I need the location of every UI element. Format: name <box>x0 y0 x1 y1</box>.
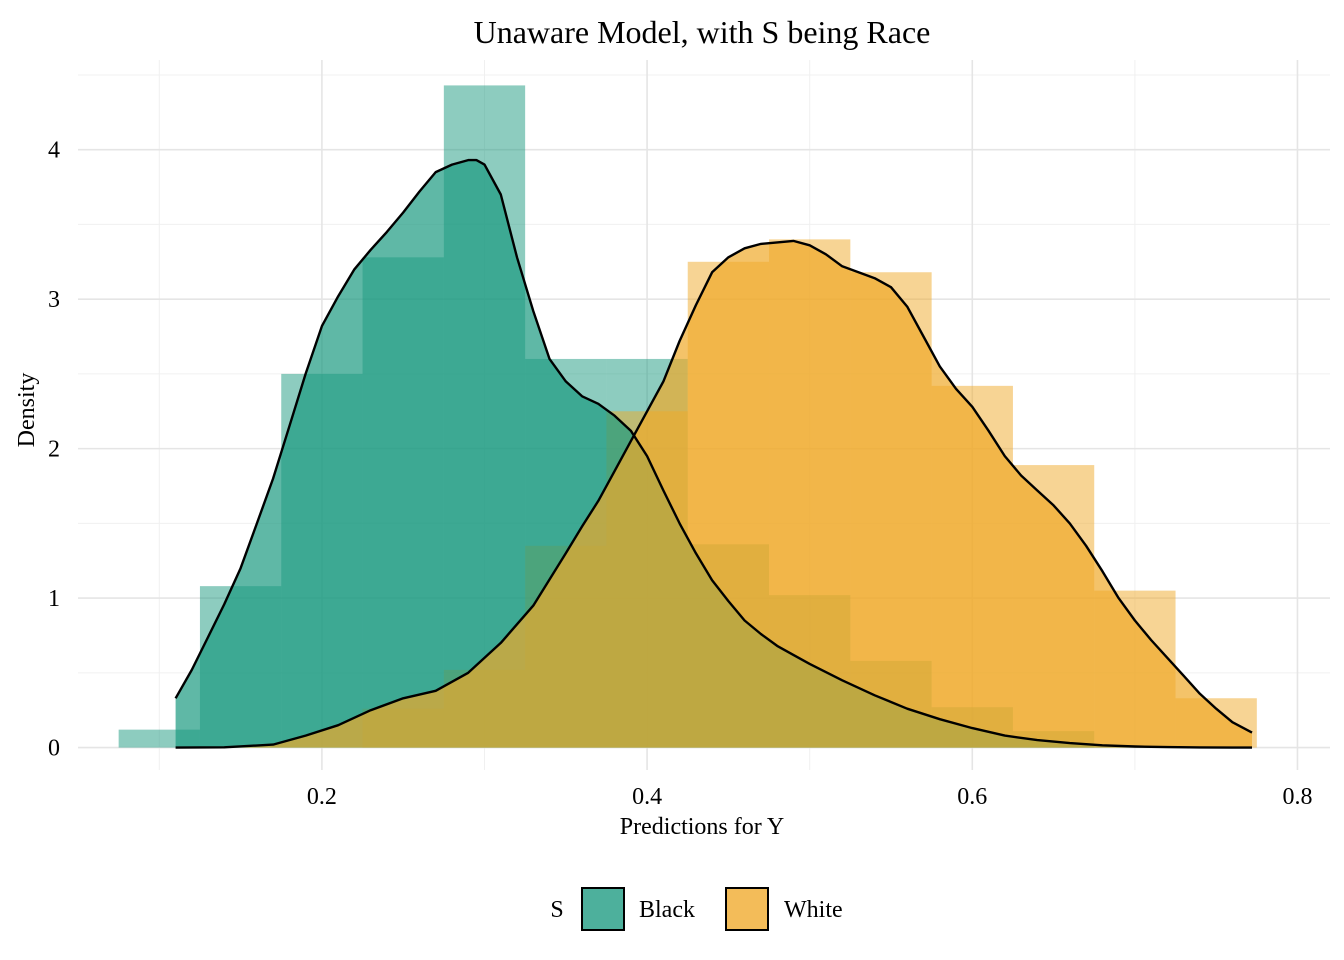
y-tick-label: 4 <box>48 138 60 164</box>
x-tick-label: 0.4 <box>632 784 662 810</box>
y-tick-label: 0 <box>48 736 60 762</box>
x-tick-label: 0.8 <box>1282 784 1312 810</box>
density-line-white <box>175 239 1253 749</box>
x-tick-label: 0.2 <box>307 784 337 810</box>
x-axis-label: Predictions for Y <box>620 814 784 840</box>
legend-swatch-black <box>581 887 625 931</box>
y-tick-label: 1 <box>48 586 60 612</box>
x-tick-label: 0.6 <box>957 784 987 810</box>
chart-title: Unaware Model, with S being Race <box>474 14 931 50</box>
legend-label-black: Black <box>639 897 695 923</box>
y-tick-label: 2 <box>48 437 60 463</box>
density-area-black <box>175 160 1253 748</box>
x-axis-ticks: 0.2 0.4 0.6 0.8 <box>307 784 1313 810</box>
density-area-white <box>175 240 1253 748</box>
legend: S Black White <box>550 887 843 931</box>
y-axis-ticks: 0 1 2 3 4 <box>48 138 60 762</box>
y-tick-label: 3 <box>48 287 60 313</box>
legend-label-white: White <box>784 897 843 923</box>
legend-title: S <box>550 897 563 923</box>
density-layer <box>174 158 1253 749</box>
density-line-black <box>174 158 1252 749</box>
y-axis-label: Density <box>14 373 40 448</box>
legend-swatch-white <box>725 887 769 931</box>
